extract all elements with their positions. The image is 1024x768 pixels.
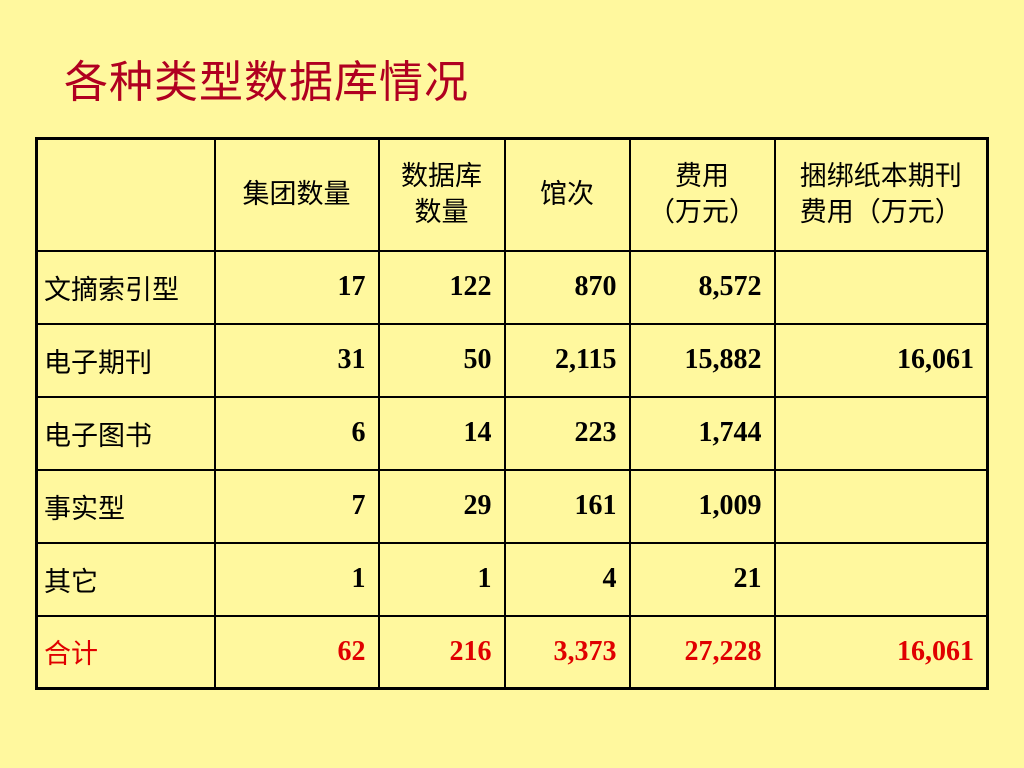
header-row: 集团数量 数据库 数量 馆次 费用 （万元） 捆绑纸本期刊 费用（万元） xyxy=(35,137,989,252)
table-cell xyxy=(773,395,989,471)
table-cell: 1 xyxy=(213,541,380,617)
row-label: 合计 xyxy=(35,614,216,690)
column-header xyxy=(35,137,216,252)
column-header: 捆绑纸本期刊 费用（万元） xyxy=(773,137,989,252)
table-cell: 122 xyxy=(377,249,506,325)
table-cell: 1 xyxy=(377,541,506,617)
table-row: 其它 1 1 4 21 xyxy=(35,541,989,617)
database-table: 集团数量 数据库 数量 馆次 费用 （万元） 捆绑纸本期刊 费用（万元） 文摘索引型 17 122… xyxy=(35,137,989,690)
page-title: 各种类型数据库情况 xyxy=(64,57,469,108)
table-cell xyxy=(773,249,989,325)
table-cell: 62 xyxy=(213,614,380,690)
table-cell: 21 xyxy=(628,541,776,617)
total-row: 合计 62 216 3,373 27,228 16,061 xyxy=(35,614,989,690)
table-cell: 161 xyxy=(503,468,631,544)
table-cell: 31 xyxy=(213,322,380,398)
column-header: 馆次 xyxy=(503,137,631,252)
table-cell: 16,061 xyxy=(773,614,989,690)
table-row: 电子期刊 31 50 2,115 15,882 16,061 xyxy=(35,322,989,398)
table-cell xyxy=(773,468,989,544)
table-cell: 1,009 xyxy=(628,468,776,544)
table-cell: 8,572 xyxy=(628,249,776,325)
row-label: 其它 xyxy=(35,541,216,617)
table-cell: 17 xyxy=(213,249,380,325)
row-label: 电子期刊 xyxy=(35,322,216,398)
table-cell: 4 xyxy=(503,541,631,617)
table-cell: 14 xyxy=(377,395,506,471)
table-cell: 3,373 xyxy=(503,614,631,690)
table-cell: 7 xyxy=(213,468,380,544)
table-cell: 2,115 xyxy=(503,322,631,398)
table-cell: 27,228 xyxy=(628,614,776,690)
column-header: 费用 （万元） xyxy=(628,137,776,252)
row-label: 文摘索引型 xyxy=(35,249,216,325)
table-cell: 870 xyxy=(503,249,631,325)
row-label: 事实型 xyxy=(35,468,216,544)
column-header: 集团数量 xyxy=(213,137,380,252)
table-cell: 216 xyxy=(377,614,506,690)
table-row: 电子图书 6 14 223 1,744 xyxy=(35,395,989,471)
table-row: 文摘索引型 17 122 870 8,572 xyxy=(35,249,989,325)
table-cell xyxy=(773,541,989,617)
table-cell: 1,744 xyxy=(628,395,776,471)
table-row: 事实型 7 29 161 1,009 xyxy=(35,468,989,544)
column-header: 数据库 数量 xyxy=(377,137,506,252)
table-cell: 50 xyxy=(377,322,506,398)
table-cell: 29 xyxy=(377,468,506,544)
table-cell: 15,882 xyxy=(628,322,776,398)
table-cell: 6 xyxy=(213,395,380,471)
row-label: 电子图书 xyxy=(35,395,216,471)
table-cell: 223 xyxy=(503,395,631,471)
table-cell: 16,061 xyxy=(773,322,989,398)
